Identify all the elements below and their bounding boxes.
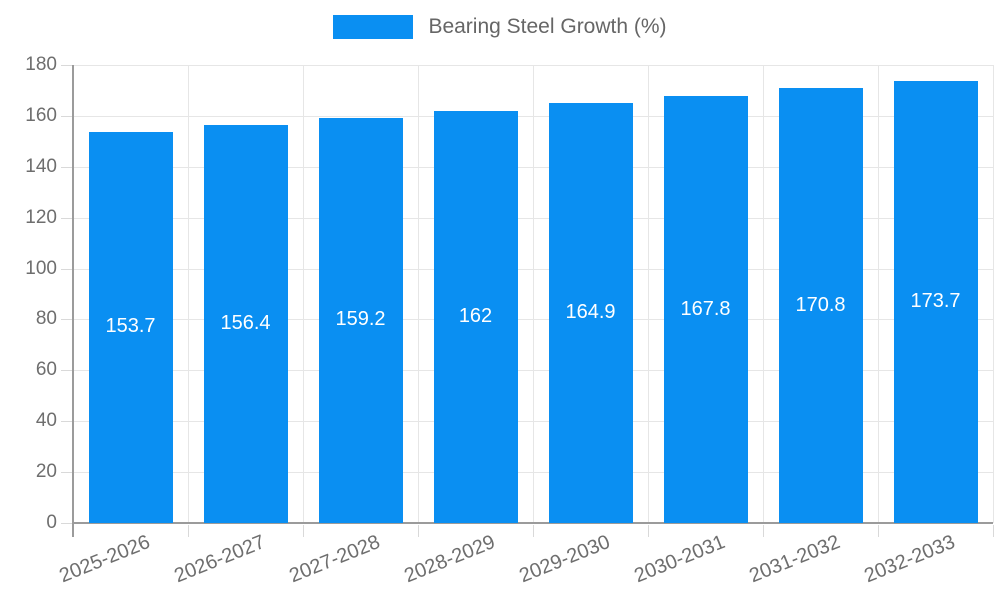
y-axis-label: 100: [25, 257, 57, 279]
x-axis-label: 2028-2029: [400, 531, 498, 588]
bar[interactable]: [203, 125, 288, 523]
x-axis-label: 2025-2026: [55, 531, 153, 588]
bar[interactable]: [893, 81, 978, 523]
x-gridline: [648, 65, 649, 523]
x-axis-label: 2032-2033: [860, 531, 958, 588]
bar-value-label: 162: [458, 304, 493, 327]
legend-item[interactable]: Bearing Steel Growth (%): [0, 15, 1000, 39]
y-tick: [61, 319, 73, 321]
x-tick: [418, 525, 419, 537]
y-axis-line: [72, 65, 74, 537]
y-tick: [61, 217, 73, 219]
y-axis-label: 40: [35, 410, 57, 432]
x-tick: [533, 525, 534, 537]
x-gridline: [878, 65, 879, 523]
bar-value-label: 164.9: [565, 301, 616, 324]
y-axis-label: 140: [25, 155, 57, 177]
bar[interactable]: [548, 103, 633, 523]
y-axis-label: 60: [35, 359, 57, 381]
bar-value-label: 173.7: [910, 290, 961, 312]
x-tick: [763, 525, 764, 537]
x-tick: [993, 525, 994, 537]
bar[interactable]: [88, 131, 173, 523]
x-tick: [878, 525, 879, 537]
x-axis-line: [73, 522, 993, 524]
bar[interactable]: [433, 110, 518, 523]
bar-value-label: 170.8: [795, 293, 846, 316]
y-axis-label: 0: [46, 512, 57, 533]
x-gridline: [303, 65, 304, 523]
y-axis-label: 160: [25, 104, 57, 126]
x-axis-label: 2030-2031: [630, 531, 728, 588]
x-axis-label: 2026-2027: [170, 531, 268, 588]
x-axis-label: 2029-2030: [515, 531, 613, 588]
y-tick: [61, 166, 73, 168]
y-tick: [61, 268, 73, 270]
y-tick: [61, 421, 73, 423]
bar[interactable]: [663, 96, 748, 523]
y-axis-label: 80: [35, 308, 57, 330]
x-tick: [188, 525, 189, 537]
x-axis-label: 2027-2028: [285, 531, 383, 588]
legend-swatch: [333, 15, 414, 39]
y-axis-label: 180: [25, 54, 57, 75]
y-tick: [61, 523, 73, 524]
x-gridline: [763, 65, 764, 523]
bar[interactable]: [778, 88, 863, 523]
x-tick: [303, 525, 304, 537]
x-gridline: [993, 65, 994, 523]
bar-value-label: 167.8: [680, 297, 731, 320]
x-gridline: [418, 65, 419, 523]
y-tick: [61, 115, 73, 117]
x-gridline: [188, 65, 189, 523]
bar-value-label: 153.7: [105, 315, 156, 338]
y-tick: [61, 472, 73, 474]
bar[interactable]: [318, 117, 403, 523]
legend-label: Bearing Steel Growth (%): [428, 15, 667, 38]
y-tick: [61, 370, 73, 372]
bar-value-label: 156.4: [220, 312, 271, 335]
y-axis-label: 20: [35, 461, 57, 483]
x-axis-label: 2031-2032: [745, 531, 843, 588]
bar-value-label: 159.2: [335, 308, 386, 331]
y-axis-label: 120: [25, 206, 57, 228]
x-gridline: [533, 65, 534, 523]
y-tick: [61, 65, 73, 66]
x-tick: [648, 525, 649, 537]
